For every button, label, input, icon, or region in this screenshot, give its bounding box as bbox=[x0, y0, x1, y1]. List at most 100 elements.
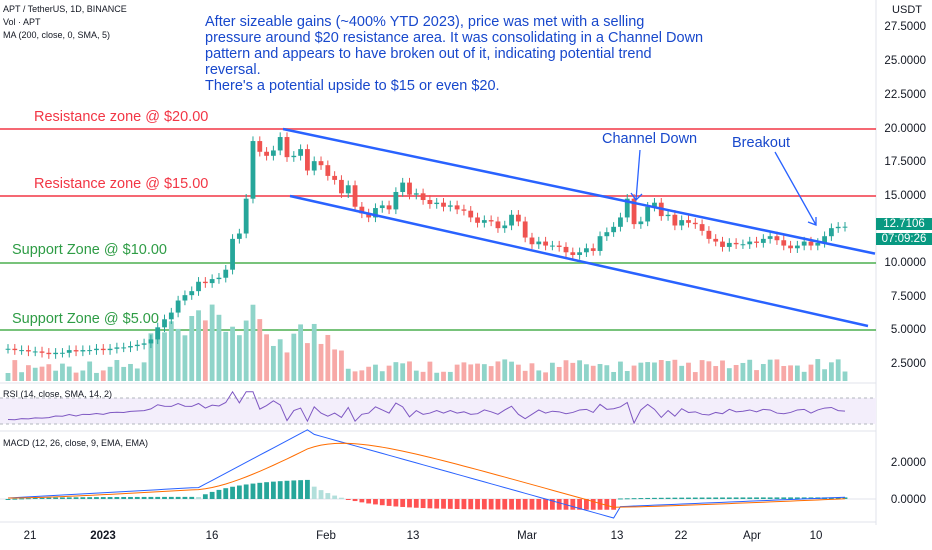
volume-bar bbox=[175, 328, 181, 381]
volume-bar bbox=[767, 359, 773, 381]
volume-bar bbox=[692, 372, 698, 381]
volume-bar bbox=[842, 371, 848, 381]
support-5-label: Support Zone @ $5.00 bbox=[12, 311, 159, 327]
candle-body bbox=[543, 241, 548, 246]
volume-bar bbox=[488, 366, 494, 381]
candle-body bbox=[794, 245, 800, 249]
volume-bar bbox=[468, 364, 474, 381]
volume-bar bbox=[706, 361, 712, 381]
candle-body bbox=[53, 352, 59, 355]
macd-histogram-bar bbox=[141, 496, 147, 499]
volume-bar bbox=[515, 364, 521, 381]
candle-body bbox=[828, 228, 834, 237]
volume-bar bbox=[366, 366, 372, 381]
macd-histogram-bar bbox=[407, 499, 412, 508]
volume-bar bbox=[114, 360, 120, 381]
macd-histogram-bar bbox=[339, 497, 344, 499]
volume-bar bbox=[760, 364, 766, 381]
volume-bar bbox=[801, 371, 807, 381]
volume-bar bbox=[53, 370, 59, 381]
macd-histogram-bar bbox=[658, 497, 664, 499]
candle-body bbox=[801, 241, 807, 246]
candle-body bbox=[366, 213, 372, 218]
volume-bar bbox=[373, 364, 378, 381]
candle-body bbox=[665, 214, 671, 217]
candle-body bbox=[475, 217, 480, 223]
candle-body bbox=[60, 352, 65, 354]
candle-body bbox=[94, 348, 99, 351]
macd-histogram-bar bbox=[5, 499, 11, 500]
macd-histogram-bar bbox=[114, 497, 120, 499]
price-tick: 10.0000 bbox=[884, 257, 926, 269]
macd-histogram-bar bbox=[515, 499, 521, 510]
volume-bar bbox=[495, 361, 501, 381]
candle-body bbox=[128, 346, 133, 348]
macd-histogram-bar bbox=[121, 496, 127, 499]
volume-bar bbox=[168, 321, 174, 381]
volume-bar bbox=[400, 363, 406, 381]
macd-legend: MACD (12, 26, close, 9, EMA, EMA) bbox=[3, 438, 149, 448]
macd-histogram-bar bbox=[577, 499, 583, 510]
candle-body bbox=[66, 350, 72, 353]
macd-histogram-bar bbox=[182, 496, 188, 499]
macd-histogram-bar bbox=[175, 496, 181, 499]
candle-body bbox=[577, 252, 583, 255]
volume-bar bbox=[407, 361, 412, 381]
macd-histogram-bar bbox=[495, 499, 501, 510]
macd-histogram-bar bbox=[652, 497, 657, 499]
macd-histogram-bar bbox=[264, 482, 269, 499]
volume-bar bbox=[781, 365, 787, 381]
macd-histogram-bar bbox=[556, 499, 562, 510]
volume-bar bbox=[652, 362, 657, 381]
macd-histogram-bar bbox=[223, 488, 229, 499]
macd-histogram-bar bbox=[291, 480, 297, 499]
candle-body bbox=[481, 220, 487, 223]
last-price-tag: 12.7106 bbox=[876, 218, 932, 230]
volume-bar bbox=[577, 360, 583, 381]
candle-body bbox=[815, 242, 821, 246]
macd-histogram-bar bbox=[107, 497, 113, 499]
macd-histogram-bar bbox=[386, 499, 392, 506]
macd-histogram-bar bbox=[26, 498, 31, 500]
note-line: pressure around $20 resistance area. It … bbox=[205, 30, 704, 46]
macd-histogram-bar bbox=[549, 499, 555, 510]
candle-body bbox=[311, 161, 317, 171]
price-tick: 27.5000 bbox=[884, 21, 926, 33]
macd-histogram-bar bbox=[420, 499, 426, 509]
macd-histogram-bar bbox=[509, 499, 514, 510]
volume-bar bbox=[788, 365, 793, 381]
macd-histogram-bar bbox=[624, 498, 630, 500]
macd-histogram-bar bbox=[481, 499, 487, 510]
candle-body bbox=[325, 165, 331, 176]
macd-histogram-bar bbox=[311, 486, 317, 499]
candle-body bbox=[652, 202, 657, 207]
candle-body bbox=[114, 347, 120, 349]
candle-body bbox=[686, 220, 691, 223]
time-tick: Apr bbox=[743, 530, 761, 542]
macd-histogram-bar bbox=[590, 499, 596, 510]
candle-body bbox=[80, 350, 86, 352]
breakout-label: Breakout bbox=[732, 135, 791, 151]
channel-upper-line bbox=[282, 127, 876, 255]
candle-body bbox=[87, 350, 93, 352]
candle-body bbox=[529, 237, 535, 245]
note-line: pattern and appears to have broken out o… bbox=[205, 46, 652, 62]
price-tick: 20.0000 bbox=[884, 123, 926, 135]
volume-bar bbox=[100, 370, 106, 381]
ma-legend: MA (200, close, 0, SMA, 5) bbox=[3, 30, 111, 40]
volume-bar bbox=[679, 365, 685, 381]
volume-bar bbox=[209, 304, 215, 381]
candle-body bbox=[645, 206, 651, 222]
macd-histogram-bar bbox=[196, 497, 201, 499]
macd-histogram-bar bbox=[257, 482, 263, 499]
candle-body bbox=[230, 238, 235, 270]
macd-histogram-bar bbox=[468, 499, 474, 510]
time-tick: 16 bbox=[205, 530, 219, 542]
macd-histogram-bar bbox=[427, 499, 433, 509]
volume-bar bbox=[618, 361, 623, 381]
volume-bar bbox=[686, 362, 691, 381]
volume-bar bbox=[148, 333, 154, 381]
volume-bar bbox=[46, 364, 52, 381]
candle-body bbox=[808, 241, 814, 246]
